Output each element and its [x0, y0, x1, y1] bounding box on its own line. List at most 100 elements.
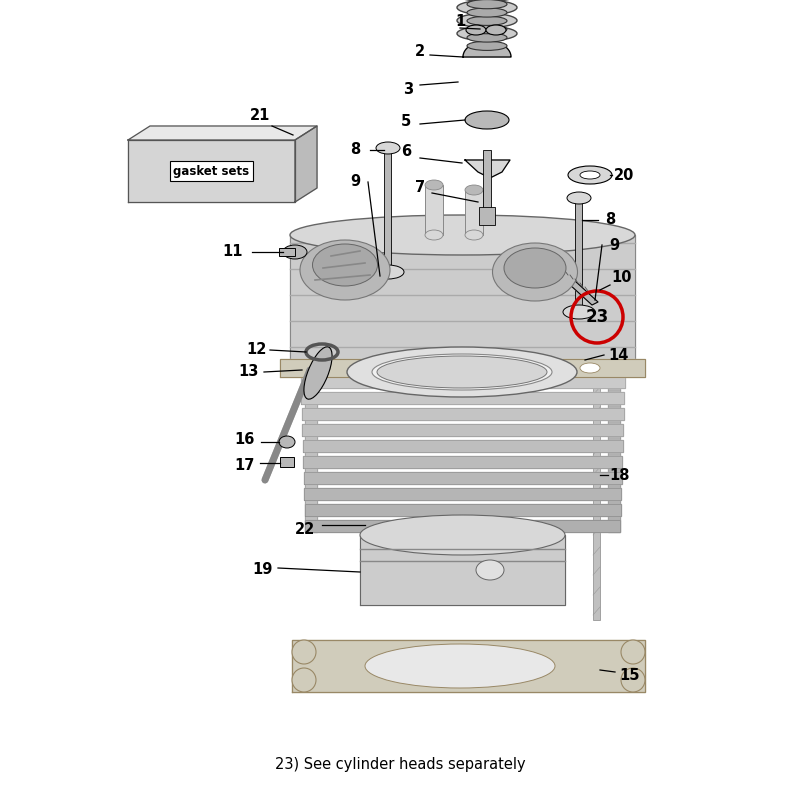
Text: 19: 19	[253, 562, 273, 578]
Bar	[593, 330, 600, 620]
Ellipse shape	[467, 8, 507, 17]
Polygon shape	[557, 270, 598, 305]
Ellipse shape	[425, 230, 443, 240]
Polygon shape	[280, 359, 645, 377]
Polygon shape	[290, 235, 635, 365]
Text: 2: 2	[415, 45, 425, 59]
Ellipse shape	[465, 111, 509, 129]
Ellipse shape	[279, 436, 295, 448]
Ellipse shape	[365, 644, 555, 688]
Text: 16: 16	[235, 433, 255, 447]
Ellipse shape	[486, 25, 506, 35]
Text: 9: 9	[609, 238, 619, 253]
Text: 3: 3	[403, 82, 413, 98]
Polygon shape	[303, 457, 622, 468]
Ellipse shape	[290, 215, 635, 255]
Polygon shape	[292, 640, 645, 692]
Ellipse shape	[457, 0, 517, 2]
Bar	[483, 150, 491, 210]
Text: 6: 6	[401, 145, 411, 159]
Ellipse shape	[310, 363, 330, 373]
Bar	[280, 457, 294, 467]
Text: 10: 10	[612, 270, 632, 286]
Polygon shape	[295, 126, 317, 202]
Polygon shape	[304, 489, 621, 500]
Text: 1: 1	[455, 14, 465, 30]
Ellipse shape	[457, 14, 517, 28]
Bar	[279, 248, 295, 256]
Ellipse shape	[300, 240, 390, 300]
Ellipse shape	[520, 363, 540, 373]
Polygon shape	[128, 126, 317, 140]
Ellipse shape	[372, 265, 404, 279]
Bar	[465, 190, 483, 235]
Text: 8: 8	[350, 142, 360, 158]
Ellipse shape	[457, 26, 517, 41]
Polygon shape	[360, 535, 565, 605]
Ellipse shape	[466, 25, 486, 35]
Polygon shape	[302, 409, 623, 420]
Ellipse shape	[360, 515, 565, 555]
Text: 13: 13	[238, 365, 258, 379]
Polygon shape	[305, 505, 621, 516]
Ellipse shape	[467, 33, 507, 42]
Text: 7: 7	[415, 181, 425, 195]
Text: 21: 21	[250, 107, 270, 122]
Polygon shape	[301, 393, 624, 404]
Text: 15: 15	[620, 667, 640, 682]
Ellipse shape	[465, 230, 483, 240]
Ellipse shape	[350, 361, 570, 375]
Text: 9: 9	[350, 174, 360, 190]
Ellipse shape	[283, 245, 307, 259]
Ellipse shape	[467, 16, 507, 26]
Ellipse shape	[370, 363, 390, 373]
Text: 17: 17	[235, 458, 255, 473]
Ellipse shape	[292, 640, 316, 664]
Ellipse shape	[377, 356, 547, 388]
Ellipse shape	[493, 243, 578, 301]
Text: 5: 5	[401, 114, 411, 130]
Ellipse shape	[621, 668, 645, 692]
Bar	[425, 185, 443, 235]
Polygon shape	[303, 473, 622, 484]
Polygon shape	[302, 425, 623, 436]
Polygon shape	[301, 377, 625, 388]
Ellipse shape	[313, 244, 378, 286]
Ellipse shape	[568, 166, 612, 184]
Bar	[479, 207, 495, 225]
Text: 14: 14	[608, 347, 628, 362]
Polygon shape	[465, 160, 510, 178]
Ellipse shape	[580, 363, 600, 373]
Bar	[384, 150, 391, 270]
Text: 23) See cylinder heads separately: 23) See cylinder heads separately	[274, 758, 526, 773]
Ellipse shape	[621, 640, 645, 664]
Ellipse shape	[457, 0, 517, 14]
Ellipse shape	[372, 354, 552, 390]
Ellipse shape	[467, 25, 507, 34]
Text: 23: 23	[586, 308, 609, 326]
Ellipse shape	[467, 0, 507, 9]
Ellipse shape	[376, 142, 400, 154]
Ellipse shape	[567, 192, 591, 204]
Ellipse shape	[425, 180, 443, 190]
Text: 18: 18	[610, 467, 630, 482]
Ellipse shape	[504, 248, 566, 288]
Text: 8: 8	[605, 213, 615, 227]
Polygon shape	[608, 372, 620, 532]
Text: 20: 20	[614, 167, 634, 182]
Text: 11: 11	[222, 245, 243, 259]
Ellipse shape	[467, 42, 507, 50]
Polygon shape	[305, 372, 317, 532]
Bar	[575, 200, 582, 310]
Polygon shape	[128, 140, 295, 202]
Polygon shape	[302, 441, 622, 452]
Text: 12: 12	[246, 342, 266, 358]
Polygon shape	[305, 521, 620, 532]
Ellipse shape	[465, 185, 483, 195]
Ellipse shape	[347, 347, 577, 397]
Ellipse shape	[563, 305, 595, 319]
Ellipse shape	[580, 171, 600, 179]
Ellipse shape	[304, 347, 332, 399]
Text: gasket sets: gasket sets	[174, 165, 250, 178]
Polygon shape	[463, 41, 511, 57]
